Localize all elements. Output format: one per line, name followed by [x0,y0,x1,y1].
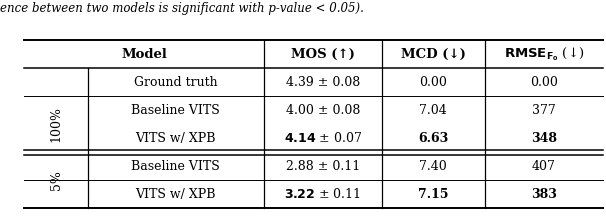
Text: 4.00 ± 0.08: 4.00 ± 0.08 [285,104,360,117]
Text: ence between two models is significant with p-value < 0.05).: ence between two models is significant w… [0,2,364,15]
Text: Baseline VITS: Baseline VITS [132,160,220,173]
Text: 4.39 ± 0.08: 4.39 ± 0.08 [285,76,360,89]
Text: 7.40: 7.40 [419,160,447,173]
Text: $\mathbf{RMSE_{F_0}}$ (↓): $\mathbf{RMSE_{F_0}}$ (↓) [504,45,584,63]
Text: Model: Model [121,48,167,61]
Text: 5%: 5% [50,170,62,190]
Text: 0.00: 0.00 [530,76,558,89]
Text: Baseline VITS: Baseline VITS [132,104,220,117]
Text: 7.04: 7.04 [419,104,447,117]
Text: 0.00: 0.00 [419,76,447,89]
Text: 100%: 100% [50,106,62,142]
Text: $\mathbf{3.22}$ ± 0.11: $\mathbf{3.22}$ ± 0.11 [284,187,361,201]
Text: 2.88 ± 0.11: 2.88 ± 0.11 [285,160,360,173]
Text: VITS w/ XPB: VITS w/ XPB [136,188,216,201]
Text: MOS (↑): MOS (↑) [291,48,355,61]
Text: 348: 348 [531,132,557,145]
Text: $\mathbf{4.14}$ ± 0.07: $\mathbf{4.14}$ ± 0.07 [284,131,362,145]
Text: 6.63: 6.63 [418,132,448,145]
Text: 407: 407 [532,160,556,173]
Text: 7.15: 7.15 [418,188,448,201]
Text: MCD (↓): MCD (↓) [401,48,466,61]
Text: 383: 383 [531,188,557,201]
Text: Ground truth: Ground truth [134,76,218,89]
Text: 377: 377 [532,104,556,117]
Text: VITS w/ XPB: VITS w/ XPB [136,132,216,145]
